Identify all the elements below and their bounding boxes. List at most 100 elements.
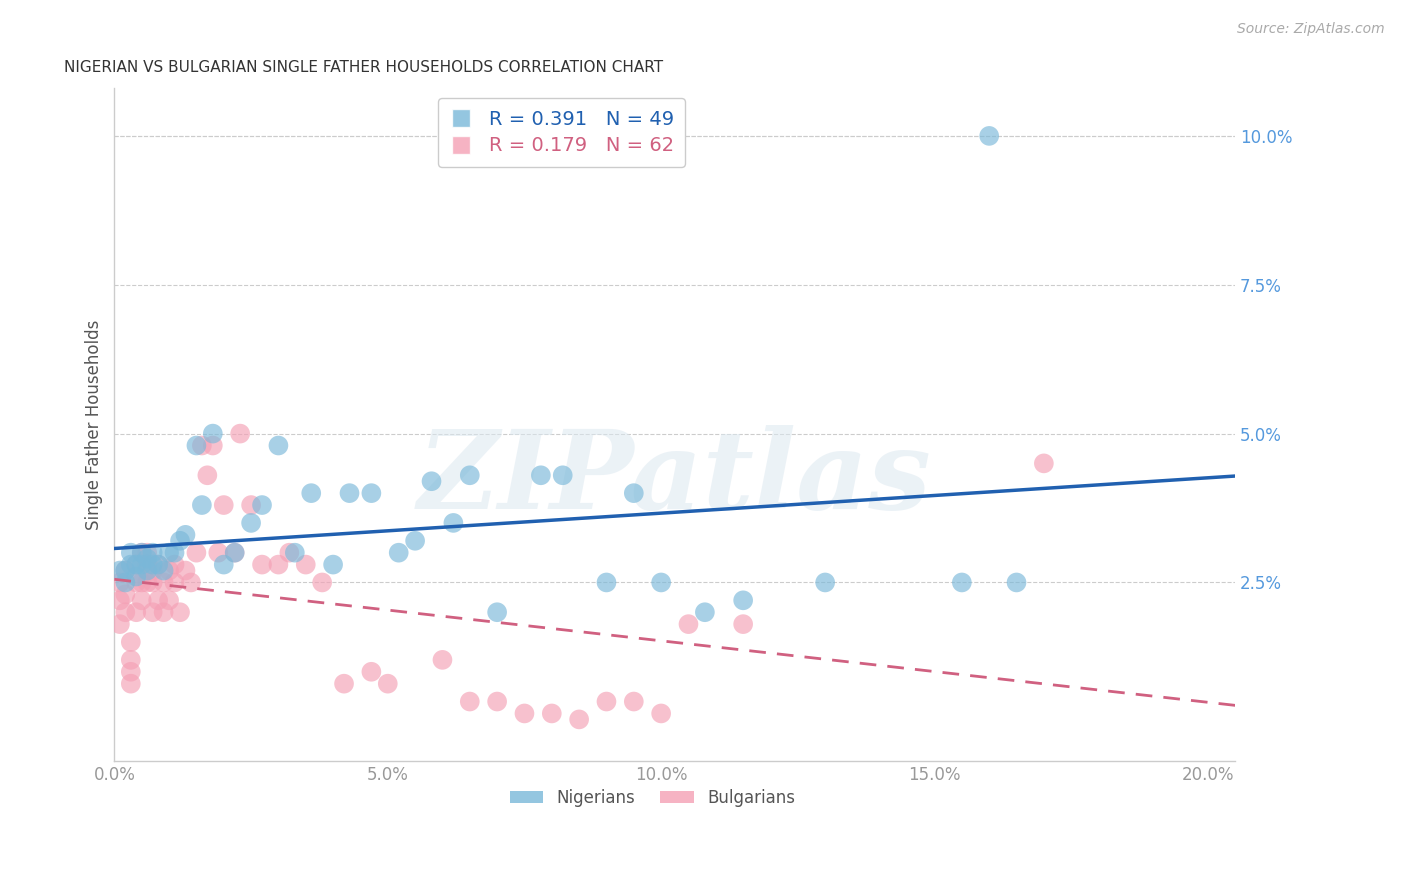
Point — [146, 593, 169, 607]
Point — [299, 486, 322, 500]
Point — [530, 468, 553, 483]
Point — [131, 593, 153, 607]
Point — [540, 706, 562, 721]
Point — [224, 546, 246, 560]
Point — [212, 558, 235, 572]
Point — [551, 468, 574, 483]
Point — [678, 617, 700, 632]
Point — [131, 546, 153, 560]
Point — [595, 575, 617, 590]
Point — [136, 558, 159, 572]
Point — [388, 546, 411, 560]
Point — [131, 546, 153, 560]
Point — [360, 486, 382, 500]
Point — [125, 558, 148, 572]
Point — [267, 558, 290, 572]
Point — [142, 605, 165, 619]
Point — [240, 516, 263, 530]
Point — [250, 558, 273, 572]
Point — [125, 575, 148, 590]
Point — [108, 575, 131, 590]
Point — [120, 653, 142, 667]
Point — [950, 575, 973, 590]
Point — [333, 676, 356, 690]
Point — [142, 564, 165, 578]
Point — [120, 558, 142, 572]
Point — [250, 498, 273, 512]
Point — [339, 486, 361, 500]
Point — [136, 546, 159, 560]
Point — [152, 605, 174, 619]
Point — [360, 665, 382, 679]
Point — [322, 558, 344, 572]
Point — [157, 564, 180, 578]
Point — [186, 546, 208, 560]
Point — [114, 564, 136, 578]
Point — [125, 605, 148, 619]
Point — [186, 438, 208, 452]
Point — [207, 546, 229, 560]
Point — [212, 498, 235, 512]
Point — [432, 653, 454, 667]
Point — [180, 575, 202, 590]
Point — [814, 575, 837, 590]
Point — [311, 575, 333, 590]
Point — [224, 546, 246, 560]
Point — [513, 706, 536, 721]
Point — [152, 564, 174, 578]
Point — [733, 617, 755, 632]
Point — [120, 635, 142, 649]
Point — [174, 564, 197, 578]
Point — [486, 605, 509, 619]
Point — [136, 575, 159, 590]
Point — [201, 438, 224, 452]
Point — [377, 676, 399, 690]
Point — [195, 468, 218, 483]
Point — [125, 558, 148, 572]
Point — [146, 558, 169, 572]
Point — [108, 593, 131, 607]
Text: ZIPatlas: ZIPatlas — [418, 425, 932, 533]
Point — [201, 426, 224, 441]
Point — [650, 575, 672, 590]
Point — [278, 546, 301, 560]
Point — [1005, 575, 1028, 590]
Point — [163, 558, 186, 572]
Point — [142, 546, 165, 560]
Point — [404, 533, 426, 548]
Point — [191, 438, 214, 452]
Point — [486, 694, 509, 708]
Point — [169, 605, 191, 619]
Point — [623, 694, 645, 708]
Point — [142, 575, 165, 590]
Point — [733, 593, 755, 607]
Point — [284, 546, 307, 560]
Point — [229, 426, 252, 441]
Point — [114, 587, 136, 601]
Point — [650, 706, 672, 721]
Text: NIGERIAN VS BULGARIAN SINGLE FATHER HOUSEHOLDS CORRELATION CHART: NIGERIAN VS BULGARIAN SINGLE FATHER HOUS… — [65, 60, 664, 75]
Point — [458, 468, 481, 483]
Point — [174, 528, 197, 542]
Y-axis label: Single Father Households: Single Father Households — [86, 319, 103, 530]
Point — [136, 564, 159, 578]
Point — [693, 605, 716, 619]
Point — [120, 665, 142, 679]
Point — [125, 569, 148, 583]
Point — [458, 694, 481, 708]
Point — [568, 713, 591, 727]
Point — [157, 593, 180, 607]
Point — [131, 558, 153, 572]
Point — [157, 546, 180, 560]
Point — [120, 676, 142, 690]
Point — [623, 486, 645, 500]
Point — [163, 575, 186, 590]
Point — [131, 575, 153, 590]
Point — [1032, 456, 1054, 470]
Point — [441, 516, 464, 530]
Point — [136, 551, 159, 566]
Point — [146, 558, 169, 572]
Point — [152, 575, 174, 590]
Point — [142, 558, 165, 572]
Point — [114, 605, 136, 619]
